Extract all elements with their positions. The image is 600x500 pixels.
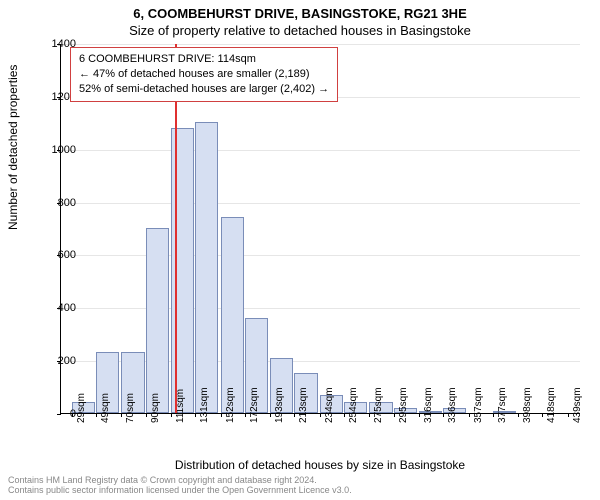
xtick-label: 357sqm: [473, 387, 484, 423]
xtick-label: 418sqm: [546, 387, 557, 423]
ytick-label: 1000: [36, 144, 76, 156]
chart-subtitle: Size of property relative to detached ho…: [0, 21, 600, 38]
y-axis-label: Number of detached properties: [6, 65, 20, 230]
ytick-label: 200: [36, 355, 76, 367]
xtick-mark: [270, 413, 271, 417]
xtick-mark: [171, 413, 172, 417]
xtick-label: 398sqm: [522, 387, 533, 423]
xtick-mark: [443, 413, 444, 417]
xtick-label: 316sqm: [423, 387, 434, 423]
footer-line2: Contains public sector information licen…: [8, 486, 352, 496]
xtick-mark: [195, 413, 196, 417]
xtick-mark: [320, 413, 321, 417]
info-box-line: ← 47% of detached houses are smaller (2,…: [79, 67, 329, 82]
xtick-label: 111sqm: [175, 389, 186, 423]
x-axis-label: Distribution of detached houses by size …: [60, 458, 580, 472]
ytick-label: 800: [36, 197, 76, 209]
xtick-mark: [344, 413, 345, 417]
ytick-label: 0: [36, 408, 76, 420]
xtick-label: 234sqm: [324, 387, 335, 423]
xtick-mark: [542, 413, 543, 417]
xtick-mark: [221, 413, 222, 417]
xtick-label: 131sqm: [199, 387, 210, 423]
gridline: [61, 203, 580, 204]
gridline: [61, 150, 580, 151]
histogram-bar: [195, 122, 218, 413]
xtick-label: 193sqm: [274, 387, 285, 423]
xtick-label: 70sqm: [125, 393, 136, 423]
xtick-label: 295sqm: [398, 387, 409, 423]
gridline: [61, 44, 580, 45]
xtick-mark: [419, 413, 420, 417]
ytick-label: 600: [36, 249, 76, 261]
xtick-mark: [294, 413, 295, 417]
gridline: [61, 255, 580, 256]
xtick-label: 439sqm: [572, 387, 583, 423]
xtick-label: 172sqm: [249, 387, 260, 423]
xtick-mark: [518, 413, 519, 417]
xtick-label: 152sqm: [225, 387, 236, 423]
xtick-label: 29sqm: [76, 393, 87, 423]
xtick-label: 275sqm: [373, 387, 384, 423]
xtick-label: 336sqm: [447, 387, 458, 423]
xtick-mark: [121, 413, 122, 417]
footer-attribution: Contains HM Land Registry data © Crown c…: [8, 476, 352, 496]
info-box-line: 52% of semi-detached houses are larger (…: [79, 82, 329, 97]
gridline: [61, 308, 580, 309]
histogram-bar: [146, 228, 169, 413]
xtick-label: 49sqm: [100, 393, 111, 423]
xtick-label: 254sqm: [348, 387, 359, 423]
xtick-mark: [369, 413, 370, 417]
histogram-bar: [221, 217, 244, 413]
xtick-mark: [96, 413, 97, 417]
xtick-mark: [493, 413, 494, 417]
xtick-label: 377sqm: [497, 387, 508, 423]
ytick-label: 400: [36, 302, 76, 314]
xtick-mark: [245, 413, 246, 417]
xtick-label: 90sqm: [150, 393, 161, 423]
xtick-mark: [146, 413, 147, 417]
xtick-label: 213sqm: [298, 387, 309, 423]
chart-title: 6, COOMBEHURST DRIVE, BASINGSTOKE, RG21 …: [0, 0, 600, 21]
info-box-line: 6 COOMBEHURST DRIVE: 114sqm: [79, 52, 329, 67]
info-box: 6 COOMBEHURST DRIVE: 114sqm← 47% of deta…: [70, 47, 338, 102]
xtick-mark: [469, 413, 470, 417]
xtick-mark: [568, 413, 569, 417]
xtick-mark: [394, 413, 395, 417]
